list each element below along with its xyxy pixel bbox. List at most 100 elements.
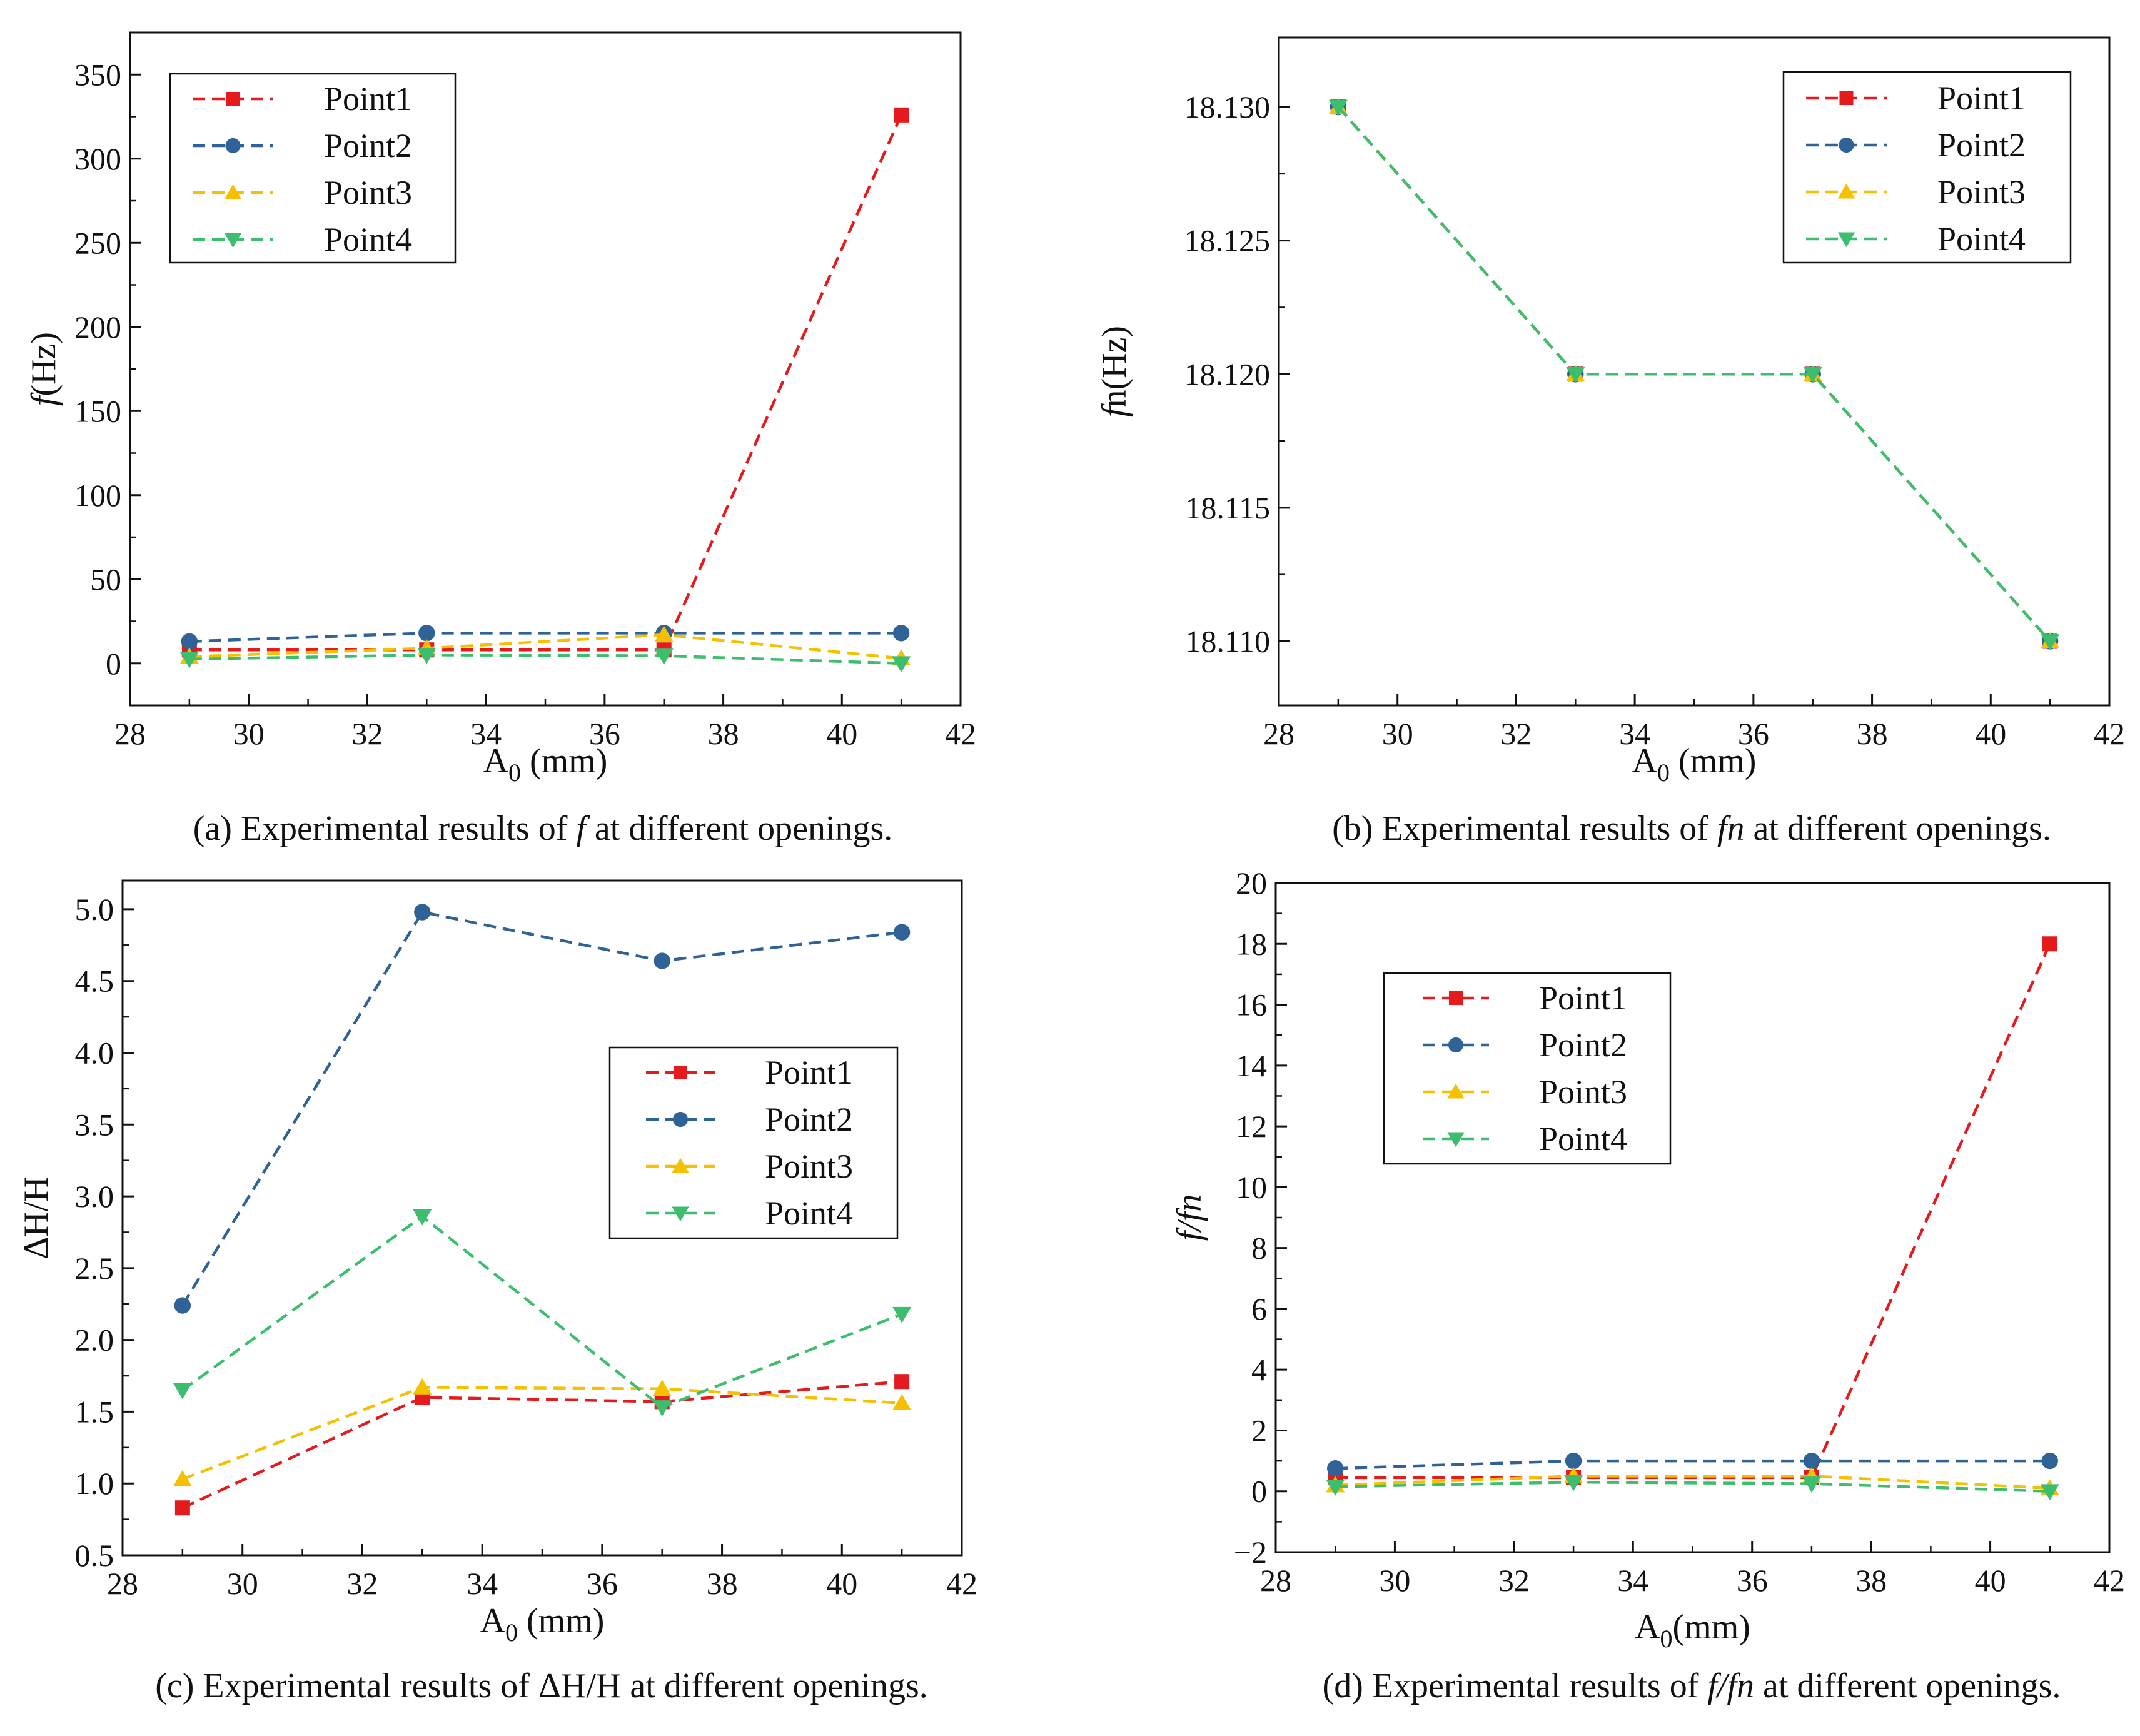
series-line-point3 [182,1386,902,1481]
data-point-point4 [173,1383,192,1400]
series-line-point3 [189,633,902,660]
x-tick-label: 34 [1619,716,1650,751]
y-tick-label: 18.125 [1184,223,1271,258]
x-tick-label: 28 [107,1566,138,1601]
legend-label-point2: Point2 [1937,126,2026,164]
legend-marker-point4 [672,1206,689,1222]
y-axis-label: fn(Hz) [1095,326,1134,417]
x-tick-label: 32 [351,716,383,751]
x-tick-label: 38 [1855,1563,1887,1598]
legend-marker-point4 [1447,1132,1465,1148]
legend-box [608,1046,899,1239]
legend-box [1383,972,1672,1165]
data-point-point2 [174,1297,191,1314]
legend-label-point3: Point3 [765,1148,853,1185]
y-tick-label: 16 [1236,987,1267,1022]
y-tick-label: 150 [74,393,121,428]
y-tick-label: 1.5 [75,1394,114,1429]
x-tick-label: 38 [707,1566,738,1601]
x-tick-label: 36 [1738,716,1769,751]
data-point-point1 [174,1500,190,1516]
data-point-point2 [2041,1452,2058,1470]
x-tick-label: 34 [467,1566,498,1601]
series-line-point1 [1335,943,2051,1480]
data-point-point2 [892,625,910,642]
legend: Point1 Point2 Point3 Point4 [608,1046,899,1239]
x-tick-label: 28 [1260,1563,1291,1598]
data-point-point4 [892,656,911,673]
x-tick-label: 40 [826,1566,857,1601]
x-tick-label: 42 [2094,1563,2125,1598]
y-tick-label: 4.5 [75,964,114,999]
data-point-point3 [413,1378,432,1395]
x-axis-label: A0 (mm) [480,1602,605,1647]
data-point-point2 [418,625,435,642]
legend-marker-point1 [226,92,240,106]
y-tick-label: 4.0 [75,1035,114,1070]
data-point-point2 [181,633,198,650]
x-tick-label: 36 [1737,1563,1768,1598]
y-axis-label: f(Hz) [24,332,63,406]
series-line-point4 [181,1214,902,1410]
y-tick-label: 2.5 [75,1251,114,1286]
legend-marker-point2 [672,1111,689,1128]
panel-caption: (c) Experimental results of ΔH/H at diff… [155,1667,928,1705]
data-point-point4 [892,1306,912,1323]
data-point-point4 [652,1400,672,1416]
series-line-point2 [189,632,902,643]
x-tick-label: 36 [589,716,620,751]
legend-marker-point3 [224,184,242,199]
data-point-point4 [1566,366,1585,383]
chart-panel-c: 28 30 32 34 36 38 40 42 0.5 1.0 1.5 2.0 2.5 3.0 3.5 4.0… [17,879,977,1705]
legend: Point1 Point2 Point3 Point4 [1782,71,2072,264]
legend-marker-point2 [1448,1037,1464,1053]
data-point-point4 [1803,366,1822,383]
x-tick-label: 34 [1617,1563,1648,1598]
y-tick-label: 3.5 [75,1107,114,1142]
data-point-point2 [654,952,670,969]
x-tick-label: 42 [945,716,976,751]
y-axis-label: f/fn [1170,1194,1209,1241]
data-point-point3 [652,1380,672,1396]
y-tick-label: 10 [1236,1169,1267,1204]
data-point-point4 [2041,634,2060,650]
legend-box [1782,71,2072,264]
legend-marker-point3 [672,1158,689,1173]
legend-label-point1: Point1 [765,1054,853,1091]
legend-marker-point1 [674,1066,687,1079]
legend-label-point4: Point4 [765,1194,853,1232]
legend-label-point1: Point1 [324,80,412,118]
y-tick-label: −2 [1234,1535,1267,1570]
legend-marker-point1 [1449,991,1463,1005]
y-tick-label: 1.0 [75,1466,114,1501]
y-tick-label: 4 [1251,1352,1267,1387]
y-tick-label: 18.120 [1184,356,1271,391]
data-point-point2 [1803,1452,1820,1470]
data-point-point2 [1565,1452,1582,1470]
series-line-point4 [1335,1480,2050,1493]
x-tick-label: 28 [1263,716,1295,751]
x-axis-label: A0 (mm) [483,742,608,787]
legend-label-point1: Point1 [1539,979,1627,1017]
x-tick-label: 32 [346,1566,378,1601]
legend-marker-point3 [1837,183,1855,199]
y-tick-label: 0.5 [75,1538,114,1573]
x-tick-label: 42 [946,1566,977,1601]
series-line-point1 [189,114,903,652]
legend-marker-point4 [1837,232,1855,248]
y-tick-label: 2 [1251,1413,1267,1448]
x-tick-label: 34 [470,716,502,751]
data-point-point4 [413,1209,432,1226]
y-tick-label: 100 [74,478,121,513]
data-point-point3 [654,625,674,642]
y-tick-label: 20 [1236,865,1267,901]
legend-label-point2: Point2 [324,127,412,164]
y-tick-label: 6 [1251,1291,1267,1326]
data-point-point4 [1564,1475,1583,1491]
x-tick-label: 40 [1975,716,2006,751]
x-tick-label: 32 [1498,1563,1530,1598]
legend-label-point2: Point2 [765,1101,853,1138]
x-tick-label: 30 [1379,1563,1410,1598]
data-point-point1 [894,107,909,123]
y-tick-label: 5.0 [75,892,114,927]
